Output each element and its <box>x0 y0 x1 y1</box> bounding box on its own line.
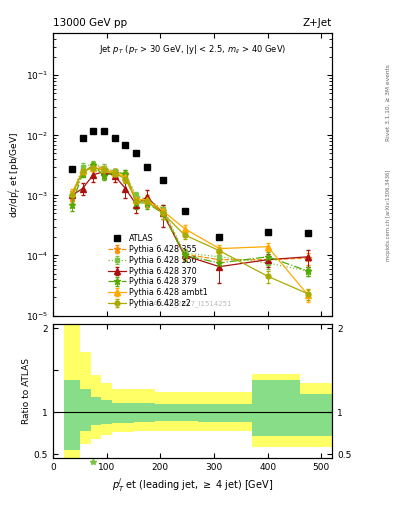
ATLAS <box>80 135 85 141</box>
ATLAS <box>265 228 270 234</box>
Text: Z+Jet: Z+Jet <box>303 18 332 28</box>
ATLAS <box>123 141 128 147</box>
ATLAS <box>112 135 117 141</box>
ATLAS <box>102 127 107 134</box>
ATLAS <box>145 164 149 170</box>
Y-axis label: d$\sigma$/dp$_T^j$ et [pb/GeV]: d$\sigma$/dp$_T^j$ et [pb/GeV] <box>7 131 23 218</box>
ATLAS <box>217 234 222 241</box>
ATLAS <box>182 208 187 214</box>
ATLAS <box>161 177 165 183</box>
Text: Jet $p_T$ ($p_T$ > 30 GeV, |y| < 2.5, $m_{ll}$ > 40 GeV): Jet $p_T$ ($p_T$ > 30 GeV, |y| < 2.5, $m… <box>99 43 286 56</box>
Y-axis label: Ratio to ATLAS: Ratio to ATLAS <box>22 358 31 424</box>
ATLAS <box>306 229 310 236</box>
X-axis label: $p_T^j$ et (leading jet, $\geq$ 4 jet) [GeV]: $p_T^j$ et (leading jet, $\geq$ 4 jet) [… <box>112 476 273 494</box>
ATLAS <box>134 151 139 157</box>
ATLAS <box>91 127 95 134</box>
Legend: ATLAS, Pythia 6.428 355, Pythia 6.428 356, Pythia 6.428 370, Pythia 6.428 379, P: ATLAS, Pythia 6.428 355, Pythia 6.428 35… <box>105 231 211 311</box>
Line: ATLAS: ATLAS <box>69 127 311 241</box>
Text: 13000 GeV pp: 13000 GeV pp <box>53 18 127 28</box>
ATLAS <box>70 165 74 172</box>
Text: ATLAS_2017_I1514251: ATLAS_2017_I1514251 <box>153 301 232 307</box>
Text: mcplots.cern.ch [arXiv:1306.3436]: mcplots.cern.ch [arXiv:1306.3436] <box>386 169 391 261</box>
Text: Rivet 3.1.10, ≥ 3M events: Rivet 3.1.10, ≥ 3M events <box>386 64 391 141</box>
